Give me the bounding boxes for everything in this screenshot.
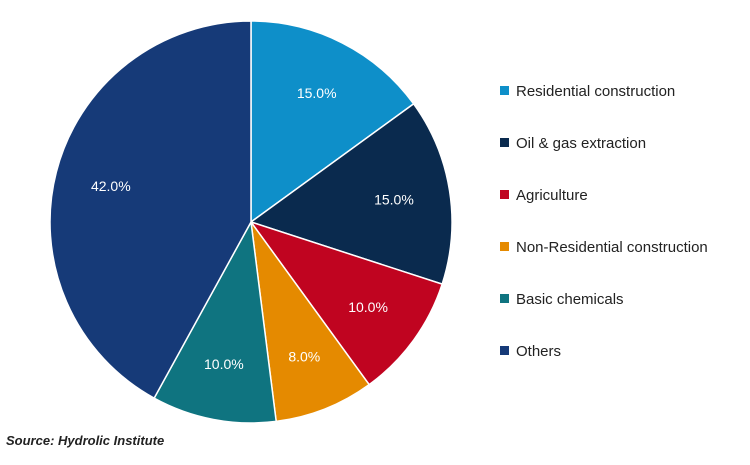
slice-labels: 15.0% 15.0% 10.0% 8.0% 10.0% 42.0%	[91, 85, 414, 372]
pie-slice-oil-and-gas-extraction	[249, 102, 453, 286]
legend-swatch-oil-and-gas-extraction	[500, 138, 509, 147]
pie-slice-non-residential-construction	[250, 221, 371, 423]
pie-slices	[49, 20, 453, 424]
legend-swatch-non-residential-construction	[500, 242, 509, 251]
legend-label-basic-chemicals: Basic chemicals	[516, 291, 624, 308]
legend: Residential construction Oil & gas extrac…	[500, 83, 708, 360]
legend-label-others: Others	[516, 343, 561, 360]
legend-label-non-residential-construction: Non-Residential construction	[516, 239, 708, 256]
slice-label-agriculture: 10.0%	[348, 299, 388, 315]
slice-label-residential-construction: 15.0%	[297, 85, 337, 101]
legend-swatch-residential-construction	[500, 86, 509, 95]
pie-slice-basic-chemicals	[153, 219, 278, 424]
legend-label-residential-construction: Residential construction	[516, 83, 675, 100]
slice-label-basic-chemicals: 10.0%	[204, 356, 244, 372]
legend-swatch-agriculture	[500, 190, 509, 199]
legend-label-oil-and-gas-extraction: Oil & gas extraction	[516, 135, 646, 152]
pie-slice-others	[49, 20, 252, 400]
source-note: Source: Hydrolic Institute	[6, 433, 165, 448]
slice-label-non-residential-construction: 8.0%	[288, 349, 320, 365]
legend-swatch-others	[500, 346, 509, 355]
legend-label-agriculture: Agriculture	[516, 187, 588, 204]
pie-slice-residential-construction	[250, 20, 415, 224]
legend-swatch-basic-chemicals	[500, 294, 509, 303]
slice-label-others: 42.0%	[91, 178, 131, 194]
pie-slice-agriculture	[249, 220, 444, 386]
slice-label-oil-and-gas-extraction: 15.0%	[374, 191, 414, 207]
